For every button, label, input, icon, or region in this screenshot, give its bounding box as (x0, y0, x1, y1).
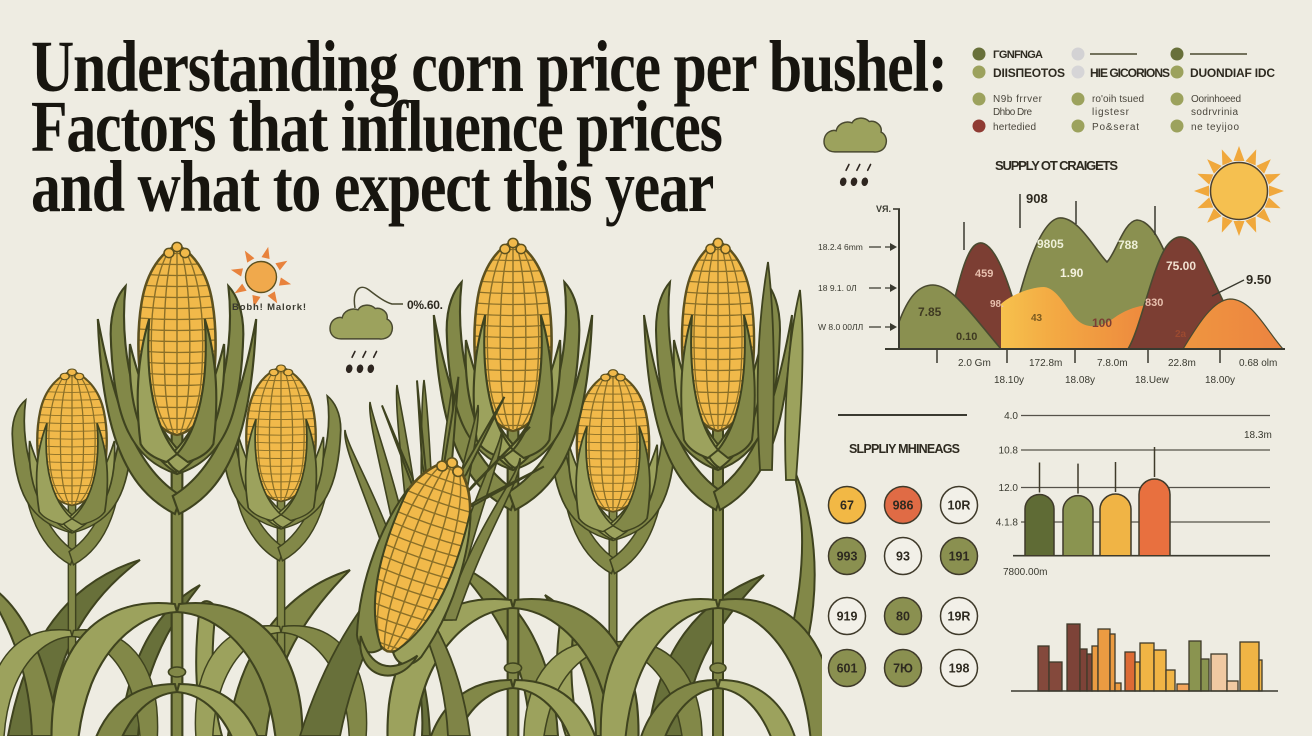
svg-text:601: 601 (837, 662, 858, 676)
svg-text:ro'oih tsued: ro'oih tsued (1092, 94, 1144, 105)
svg-text:12.0: 12.0 (999, 483, 1019, 494)
svg-text:hertedied: hertedied (993, 122, 1036, 133)
svg-text:2a: 2a (1175, 329, 1187, 340)
svg-text:100: 100 (1092, 316, 1112, 330)
svg-text:Dhbo Dre: Dhbo Dre (993, 107, 1032, 118)
svg-text:22.8m: 22.8m (1168, 358, 1196, 369)
svg-text:7Ю: 7Ю (893, 662, 913, 676)
svg-text:0.68 olm: 0.68 olm (1239, 358, 1277, 369)
svg-text:788: 788 (1118, 238, 1138, 252)
svg-text:18.10y: 18.10y (994, 375, 1024, 386)
svg-text:830: 830 (1145, 297, 1163, 309)
svg-text:10.8: 10.8 (999, 446, 1019, 457)
svg-text:7.8.0m: 7.8.0m (1097, 358, 1128, 369)
svg-text:Bobh! Malork!: Bobh! Malork! (232, 302, 306, 313)
svg-text:18.2.4 6mm: 18.2.4 6mm (818, 242, 863, 252)
svg-text:172.8m: 172.8m (1029, 358, 1062, 369)
svg-text:7800.00m: 7800.00m (1003, 567, 1047, 578)
svg-text:0%.60.: 0%.60. (407, 298, 443, 312)
svg-text:19R: 19R (948, 610, 971, 624)
svg-text:9805: 9805 (1037, 237, 1064, 251)
svg-text:DUONDIAF IDC: DUONDIAF IDC (1190, 66, 1275, 80)
svg-text:VЯ.: VЯ. (876, 204, 891, 214)
svg-text:1.90: 1.90 (1060, 266, 1084, 280)
svg-text:Po&serat: Po&serat (1092, 122, 1139, 133)
svg-text:191: 191 (949, 550, 970, 564)
svg-text:ligstesr: ligstesr (1092, 107, 1130, 118)
svg-text:993: 993 (837, 550, 858, 564)
svg-text:986: 986 (893, 499, 914, 513)
svg-text:ne teyijoo: ne teyijoo (1191, 122, 1239, 133)
svg-text:HIE GICORIONS: HIE GICORIONS (1090, 66, 1170, 80)
svg-text:80: 80 (896, 610, 910, 624)
svg-text:9.50: 9.50 (1246, 272, 1271, 287)
svg-text:67: 67 (840, 499, 854, 513)
svg-text:DIISΠEOTOS: DIISΠEOTOS (993, 66, 1065, 80)
svg-text:18.Uew: 18.Uew (1135, 375, 1170, 386)
svg-text:43: 43 (1031, 313, 1043, 324)
svg-text:98.: 98. (990, 299, 1004, 310)
svg-text:198: 198 (949, 662, 970, 676)
svg-text:2.0 Gm: 2.0 Gm (958, 358, 991, 369)
svg-text:919: 919 (837, 610, 858, 624)
svg-text:75.00: 75.00 (1166, 259, 1196, 273)
svg-text:0.10: 0.10 (956, 331, 977, 343)
svg-text:Oorinhoeed: Oorinhoeed (1191, 94, 1241, 105)
svg-text:10R: 10R (948, 499, 971, 513)
svg-text:7.85: 7.85 (918, 305, 942, 319)
svg-text:18.3m: 18.3m (1244, 430, 1272, 441)
svg-text:18.00y: 18.00y (1205, 375, 1235, 386)
svg-text:sodrvrinia: sodrvrinia (1191, 107, 1238, 118)
svg-text:W 8.0 00ЛЛ: W 8.0 00ЛЛ (818, 322, 863, 332)
svg-text:ΓGNFNGA: ΓGNFNGA (993, 49, 1043, 61)
svg-text:SUPPLY OT CRAIGETS: SUPPLY OT CRAIGETS (995, 158, 1118, 173)
svg-text:SLPPLIY MHINEAGS: SLPPLIY MHINEAGS (849, 442, 960, 456)
svg-text:4.0: 4.0 (1004, 411, 1018, 422)
svg-text:93: 93 (896, 550, 910, 564)
svg-text:459: 459 (975, 268, 993, 280)
svg-text:18 9.1. 0Л: 18 9.1. 0Л (818, 283, 857, 293)
svg-text:18.08y: 18.08y (1065, 375, 1095, 386)
svg-text:N9b frrver: N9b frrver (993, 94, 1043, 105)
svg-text:908: 908 (1026, 191, 1048, 206)
svg-text:4.1.8: 4.1.8 (996, 518, 1019, 529)
